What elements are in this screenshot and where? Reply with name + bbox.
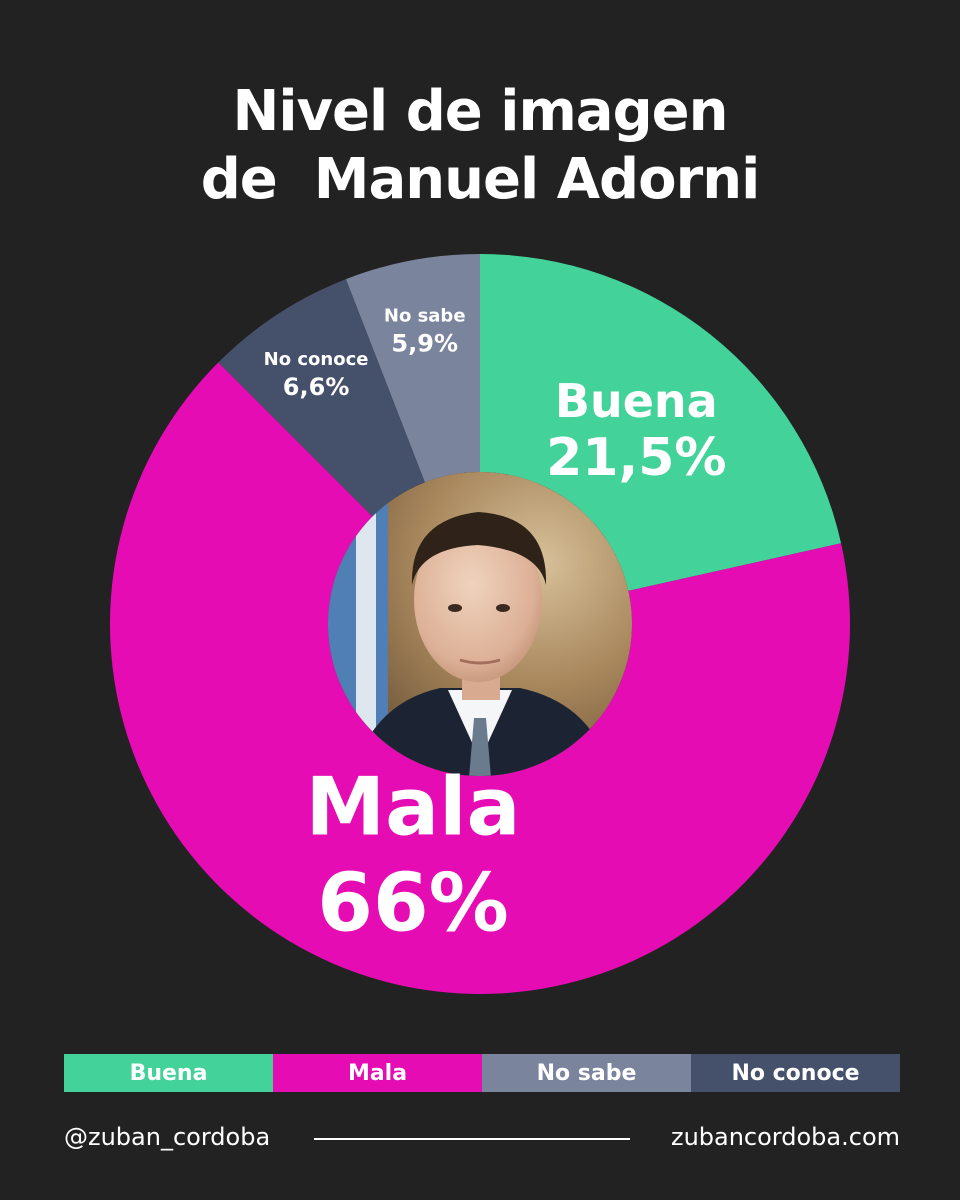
slice-value-no-sabe: 5,9%: [391, 330, 458, 358]
website-link[interactable]: zubancordoba.com: [670, 1123, 900, 1151]
slice-buena: [480, 254, 842, 591]
legend: Buena Mala No sabe No conoce: [64, 1054, 900, 1092]
slice-value-mala: 66%: [317, 856, 508, 949]
slice-mala: [109, 362, 851, 994]
center-photo: [328, 472, 632, 776]
legend-item-buena: Buena: [64, 1054, 273, 1092]
slice-label-no-conoce: No conoce: [264, 349, 369, 370]
slice-no-sabe: [345, 254, 480, 483]
slice-value-no-conoce: 6,6%: [283, 373, 350, 401]
legend-label-no-sabe: No sabe: [536, 1060, 637, 1086]
donut-slices: [109, 254, 851, 994]
slice-label-mala: Mala: [306, 760, 521, 853]
slice-label-buena: Buena: [555, 374, 718, 428]
legend-label-mala: Mala: [347, 1060, 408, 1086]
social-handle: @zuban_cordoba: [64, 1123, 271, 1151]
chart-title-line-2: de Manuel Adorni: [200, 147, 761, 212]
slice-label-no-sabe: No sabe: [384, 305, 466, 326]
chart-title: Nivel de imagen de Manuel Adorni: [0, 78, 960, 214]
footer-divider: [314, 1138, 630, 1140]
slice-value-buena: 21,5%: [546, 428, 726, 488]
slice-no-conoce: [218, 279, 425, 517]
legend-item-mala: Mala: [273, 1054, 482, 1092]
legend-item-no-sabe: No sabe: [482, 1054, 691, 1092]
legend-label-buena: Buena: [129, 1060, 208, 1086]
chart-title-line-1: Nivel de imagen: [232, 79, 728, 144]
legend-label-no-conoce: No conoce: [731, 1060, 860, 1086]
legend-item-no-conoce: No conoce: [691, 1054, 900, 1092]
